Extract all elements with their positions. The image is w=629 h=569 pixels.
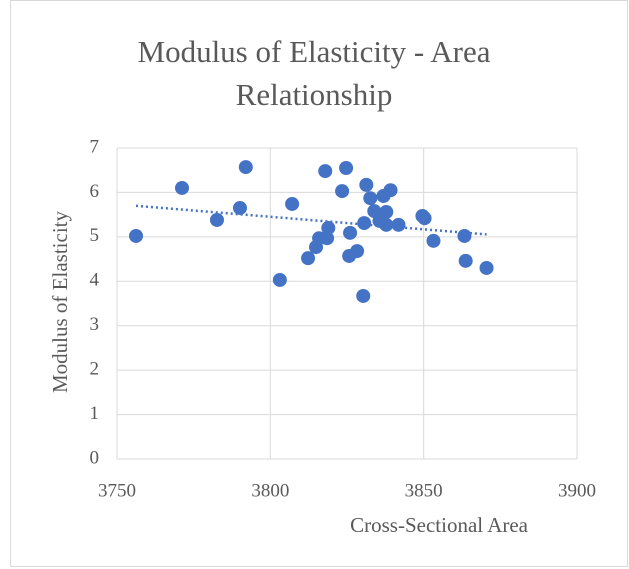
data-point xyxy=(391,217,406,232)
data-point xyxy=(175,180,190,195)
y-tick-label: 7 xyxy=(90,136,100,157)
data-point xyxy=(357,216,372,231)
data-point xyxy=(232,200,247,215)
y-axis-label: Modulus of Elasticity xyxy=(48,211,72,393)
x-tick-label: 3900 xyxy=(558,480,596,501)
x-axis-label: Cross-Sectional Area xyxy=(350,513,529,537)
y-tick-label: 3 xyxy=(90,314,100,335)
data-point xyxy=(356,288,371,303)
data-point xyxy=(457,228,472,243)
data-point xyxy=(238,160,253,175)
y-tick-label: 5 xyxy=(90,225,100,246)
data-point xyxy=(426,233,441,248)
chart-title: Modulus of Elasticity - Area Relationshi… xyxy=(137,34,491,112)
y-tick-label: 2 xyxy=(90,359,100,380)
data-point xyxy=(343,225,358,240)
x-tick-label: 3800 xyxy=(251,480,289,501)
y-tick-label: 1 xyxy=(90,403,100,424)
data-point xyxy=(383,183,398,198)
data-point xyxy=(321,220,336,235)
data-point xyxy=(285,196,300,211)
y-tick-label: 4 xyxy=(90,270,100,291)
data-point xyxy=(129,228,144,243)
data-point xyxy=(209,212,224,227)
chart-border xyxy=(10,0,628,567)
data-point xyxy=(301,251,316,266)
data-point xyxy=(359,177,374,192)
data-point xyxy=(320,231,335,246)
data-point xyxy=(479,260,494,275)
data-point xyxy=(335,184,350,199)
data-point xyxy=(458,253,473,268)
data-point xyxy=(379,217,394,232)
data-point xyxy=(363,191,378,206)
x-tick-label: 3850 xyxy=(405,480,443,501)
data-point xyxy=(339,160,354,175)
data-point xyxy=(272,272,287,287)
data-point xyxy=(417,211,432,226)
y-tick-label: 6 xyxy=(90,181,100,202)
y-tick-label: 0 xyxy=(90,447,100,468)
x-tick-label: 3750 xyxy=(98,480,136,501)
data-point xyxy=(350,244,365,259)
trendline xyxy=(135,204,487,236)
data-point xyxy=(318,164,333,179)
data-point xyxy=(379,204,394,219)
